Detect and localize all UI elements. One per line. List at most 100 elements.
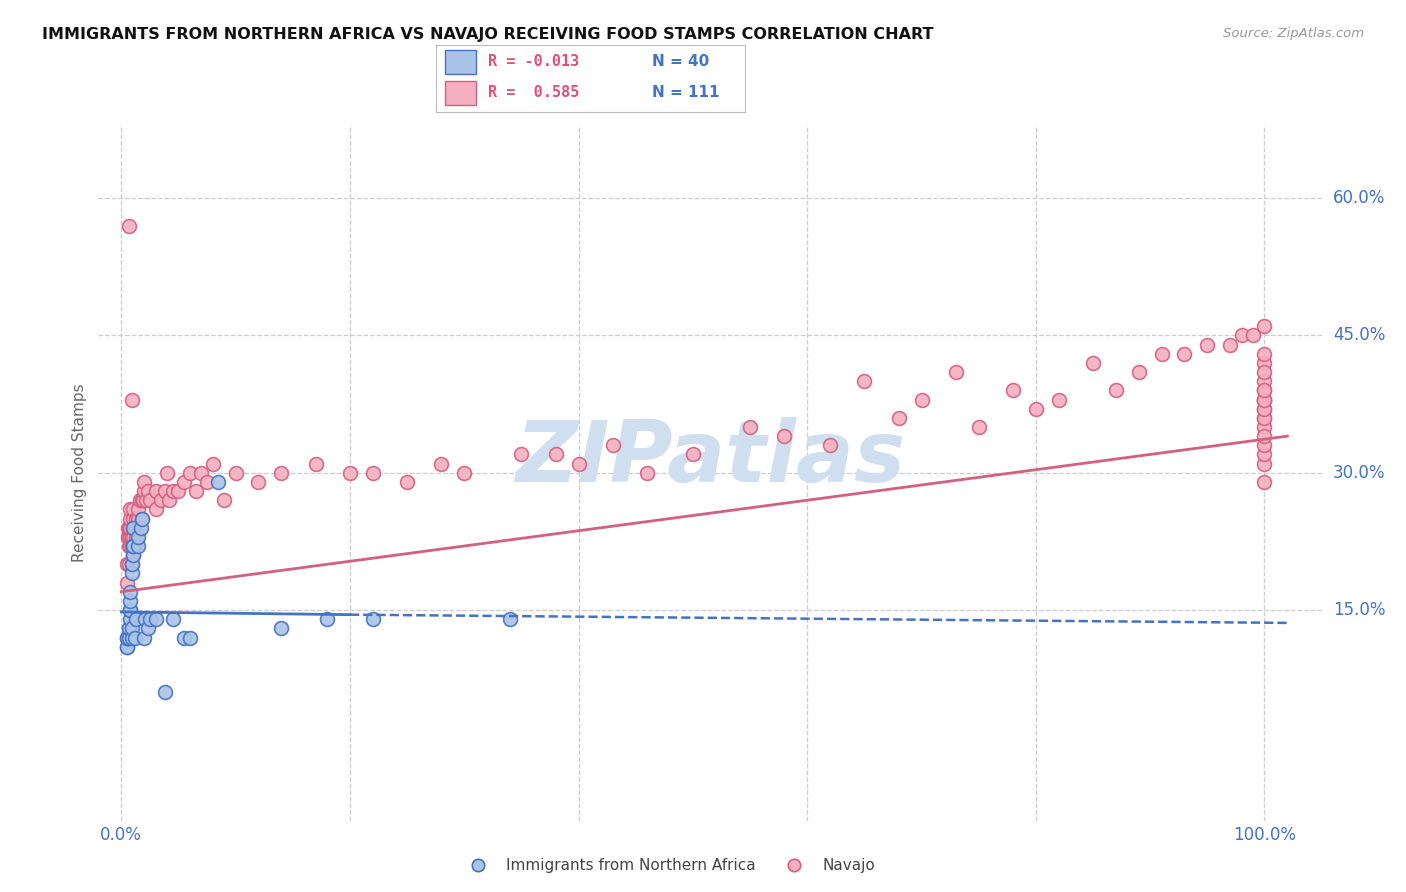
Point — [1253, 356, 1275, 370]
Point — [150, 493, 173, 508]
Bar — [446, 50, 477, 74]
Point — [136, 484, 159, 499]
Point — [124, 631, 146, 645]
Point — [1253, 429, 1275, 443]
Y-axis label: Receiving Food Stamps: Receiving Food Stamps — [72, 384, 87, 562]
Point — [1253, 384, 1275, 398]
Point — [127, 539, 149, 553]
Point — [162, 612, 184, 626]
Point — [115, 631, 138, 645]
Point — [1219, 337, 1241, 351]
Text: 15.0%: 15.0% — [1333, 601, 1385, 619]
Point — [361, 466, 384, 480]
Point — [121, 558, 143, 572]
Point — [125, 612, 148, 626]
Point — [1241, 328, 1264, 343]
Point — [173, 475, 195, 489]
Point — [127, 521, 149, 535]
Point — [120, 521, 142, 535]
Point — [1081, 356, 1104, 370]
Point — [247, 475, 270, 489]
Point — [910, 392, 932, 407]
Point — [118, 219, 141, 233]
Point — [430, 457, 453, 471]
Point — [1253, 392, 1275, 407]
Point — [117, 530, 139, 544]
Point — [602, 438, 624, 452]
Point — [853, 374, 876, 388]
Point — [134, 475, 156, 489]
Point — [121, 511, 143, 525]
Point — [121, 548, 143, 562]
Point — [121, 392, 143, 407]
Point — [120, 511, 142, 525]
Point — [121, 521, 143, 535]
Point — [121, 566, 143, 581]
Point — [270, 621, 292, 635]
Point — [1173, 347, 1195, 361]
Point — [139, 612, 162, 626]
Point — [135, 493, 157, 508]
Point — [139, 612, 162, 626]
Point — [121, 548, 143, 562]
Point — [120, 530, 142, 544]
Text: ZIPatlas: ZIPatlas — [515, 417, 905, 500]
Point — [134, 631, 156, 645]
Point — [1253, 410, 1275, 425]
Text: R = -0.013: R = -0.013 — [488, 54, 579, 70]
Point — [121, 539, 143, 553]
Point — [121, 621, 143, 635]
Point — [207, 475, 229, 489]
Point — [118, 539, 141, 553]
Point — [118, 558, 141, 572]
Point — [682, 447, 704, 461]
Point — [115, 631, 138, 645]
Text: 60.0%: 60.0% — [1333, 189, 1385, 207]
Point — [121, 539, 143, 553]
Point — [1253, 374, 1275, 388]
Point — [1253, 401, 1275, 416]
Point — [1253, 384, 1275, 398]
Point — [121, 530, 143, 544]
Point — [636, 466, 658, 480]
Point — [1253, 392, 1275, 407]
Point — [1253, 319, 1275, 334]
Point — [212, 493, 235, 508]
Point — [131, 493, 153, 508]
Point — [499, 612, 522, 626]
Point — [167, 484, 190, 499]
Point — [396, 475, 419, 489]
Text: N = 111: N = 111 — [652, 86, 720, 100]
Point — [125, 511, 148, 525]
Point — [115, 558, 138, 572]
Point — [1105, 384, 1128, 398]
Point — [121, 521, 143, 535]
Point — [145, 484, 167, 499]
Point — [120, 502, 142, 516]
Point — [124, 521, 146, 535]
Point — [127, 530, 149, 544]
Point — [1253, 410, 1275, 425]
Point — [945, 365, 967, 379]
Point — [1253, 392, 1275, 407]
Point — [121, 539, 143, 553]
Text: 30.0%: 30.0% — [1333, 464, 1385, 482]
Point — [118, 530, 141, 544]
Point — [1253, 447, 1275, 461]
Point — [453, 466, 475, 480]
Point — [1253, 457, 1275, 471]
Point — [145, 612, 167, 626]
Point — [118, 621, 141, 635]
Point — [131, 511, 153, 525]
Point — [120, 584, 142, 599]
Point — [120, 612, 142, 626]
Point — [1253, 438, 1275, 452]
Point — [120, 603, 142, 617]
Point — [134, 612, 156, 626]
Point — [467, 858, 489, 872]
Point — [1253, 420, 1275, 434]
Point — [773, 429, 796, 443]
Point — [184, 484, 207, 499]
Point — [1230, 328, 1253, 343]
Point — [136, 621, 159, 635]
